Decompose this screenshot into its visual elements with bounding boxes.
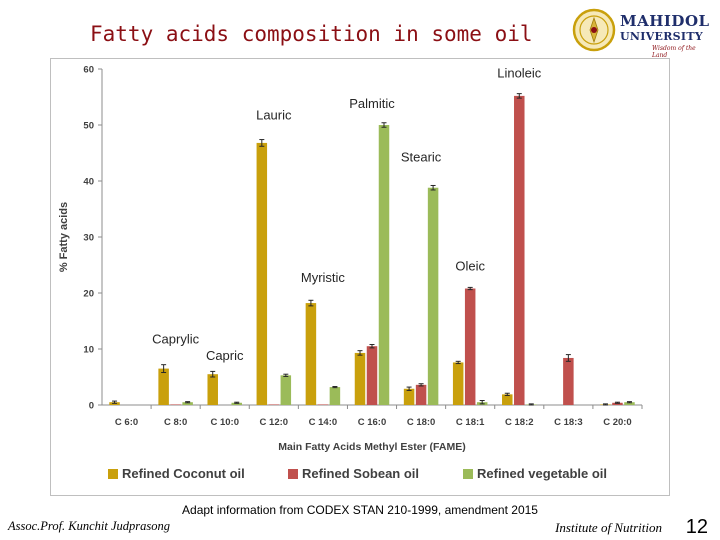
author-name: Assoc.Prof. Kunchit Judprasong xyxy=(8,519,171,533)
legend-label: Refined Sobean oil xyxy=(302,466,419,481)
x-tick-label: C 14:0 xyxy=(309,417,338,428)
x-axis-title: Main Fatty Acids Methyl Ester (FAME) xyxy=(278,441,465,453)
y-tick-label: 50 xyxy=(83,121,94,132)
fatty-acid-annotation: Lauric xyxy=(256,107,292,122)
legend-label: Refined Coconut oil xyxy=(122,466,245,481)
x-tick-label: C 16:0 xyxy=(358,417,387,428)
bar xyxy=(268,404,280,405)
x-tick-label: C 18:3 xyxy=(554,417,583,428)
bar xyxy=(464,288,476,405)
y-tick-label: 30 xyxy=(83,233,94,244)
bar xyxy=(612,402,623,405)
logo-tagline: Wisdom of the Land xyxy=(652,45,696,59)
bar xyxy=(231,402,242,405)
bar xyxy=(170,404,181,405)
bar xyxy=(366,346,378,405)
x-tick-label: C 8:0 xyxy=(164,417,187,428)
bar xyxy=(378,125,390,405)
fatty-acid-annotation: Capric xyxy=(206,348,244,363)
bar xyxy=(329,387,341,405)
x-tick-label: C 12:0 xyxy=(260,417,289,428)
logo-word-mahidol: MAHIDOL xyxy=(620,12,710,30)
x-tick-label: C 18:0 xyxy=(407,417,436,428)
fatty-acid-annotation: Oleic xyxy=(455,259,485,274)
university-logo: MAHIDOL UNIVERSITY Wisdom of the Land xyxy=(572,6,712,59)
y-axis-title: % Fatty acids xyxy=(58,202,70,272)
y-tick-label: 10 xyxy=(83,345,94,356)
bar xyxy=(403,388,415,405)
university-seal-icon xyxy=(572,8,616,52)
fatty-acid-annotation: Stearic xyxy=(401,149,442,164)
fatty-acid-annotation: Linoleic xyxy=(497,65,542,80)
chart-border xyxy=(50,58,670,496)
bar xyxy=(280,375,292,405)
x-tick-label: C 20:0 xyxy=(603,417,632,428)
y-tick-label: 40 xyxy=(83,177,94,188)
y-tick-label: 20 xyxy=(83,289,94,300)
bar xyxy=(624,402,635,405)
bar xyxy=(427,187,439,405)
x-tick-label: C 18:2 xyxy=(505,417,534,428)
x-tick-label: C 6:0 xyxy=(115,417,138,428)
bar xyxy=(305,303,317,405)
bar xyxy=(502,394,513,405)
bar xyxy=(158,368,169,405)
institute-name: Institute of Nutrition xyxy=(555,520,662,535)
bar xyxy=(256,142,268,406)
slide-title: Fatty acids composition in some oil xyxy=(90,22,533,46)
bar xyxy=(415,384,427,405)
fatty-acid-annotation: Caprylic xyxy=(152,331,199,346)
bar xyxy=(514,95,525,405)
y-tick-label: 0 xyxy=(89,401,94,412)
chart-svg: 0 10 20 30 40 50 60 % Fatty acids C 6:0 C 8:0 C 10… xyxy=(50,58,670,496)
legend-swatch xyxy=(108,469,118,479)
bar xyxy=(563,357,574,405)
x-tick-label: C 10:0 xyxy=(210,417,239,428)
legend-swatch xyxy=(463,469,473,479)
fatty-acid-chart: 0 10 20 30 40 50 60 % Fatty acids C 6:0 C 8:0 C 10… xyxy=(50,58,670,496)
bar xyxy=(354,352,366,405)
bar xyxy=(182,402,193,405)
bar xyxy=(317,404,329,405)
source-note: Adapt information from CODEX STAN 210-19… xyxy=(182,503,538,517)
legend-label: Refined vegetable oil xyxy=(477,466,607,481)
bar xyxy=(452,362,464,405)
legend-swatch xyxy=(288,469,298,479)
y-tick-label: 60 xyxy=(83,65,94,76)
page-number: 12 xyxy=(685,516,708,538)
fatty-acid-annotation: Palmitic xyxy=(349,96,395,111)
bar xyxy=(207,374,218,405)
x-tick-label: C 18:1 xyxy=(456,417,485,428)
logo-word-university: UNIVERSITY xyxy=(620,30,703,43)
fatty-acid-annotation: Myristic xyxy=(301,270,346,285)
